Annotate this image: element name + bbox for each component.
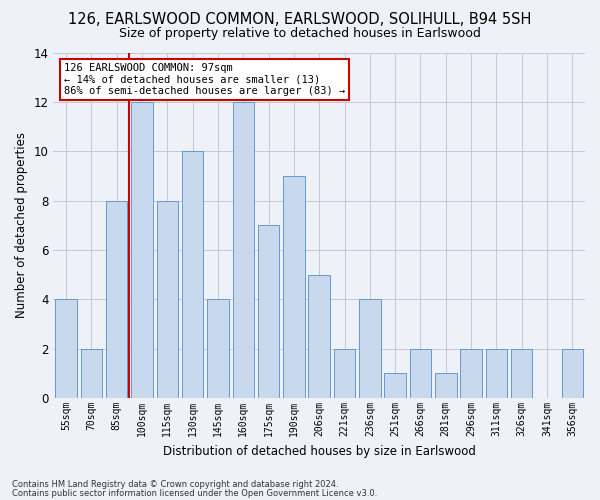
Bar xyxy=(511,349,532,398)
Bar xyxy=(334,349,355,398)
Bar xyxy=(131,102,153,398)
Bar xyxy=(55,300,77,398)
X-axis label: Distribution of detached houses by size in Earlswood: Distribution of detached houses by size … xyxy=(163,444,476,458)
Text: Contains HM Land Registry data © Crown copyright and database right 2024.: Contains HM Land Registry data © Crown c… xyxy=(12,480,338,489)
Bar xyxy=(308,274,330,398)
Text: 126 EARLSWOOD COMMON: 97sqm
← 14% of detached houses are smaller (13)
86% of sem: 126 EARLSWOOD COMMON: 97sqm ← 14% of det… xyxy=(64,63,345,96)
Bar xyxy=(410,349,431,398)
Y-axis label: Number of detached properties: Number of detached properties xyxy=(15,132,28,318)
Bar xyxy=(562,349,583,398)
Bar xyxy=(207,300,229,398)
Bar xyxy=(435,374,457,398)
Bar xyxy=(385,374,406,398)
Bar xyxy=(80,349,102,398)
Bar xyxy=(359,300,380,398)
Bar xyxy=(460,349,482,398)
Text: Contains public sector information licensed under the Open Government Licence v3: Contains public sector information licen… xyxy=(12,488,377,498)
Bar xyxy=(485,349,507,398)
Text: Size of property relative to detached houses in Earlswood: Size of property relative to detached ho… xyxy=(119,28,481,40)
Bar xyxy=(182,152,203,398)
Bar xyxy=(106,200,127,398)
Text: 126, EARLSWOOD COMMON, EARLSWOOD, SOLIHULL, B94 5SH: 126, EARLSWOOD COMMON, EARLSWOOD, SOLIHU… xyxy=(68,12,532,28)
Bar xyxy=(258,226,280,398)
Bar xyxy=(283,176,305,398)
Bar xyxy=(157,200,178,398)
Bar xyxy=(233,102,254,398)
